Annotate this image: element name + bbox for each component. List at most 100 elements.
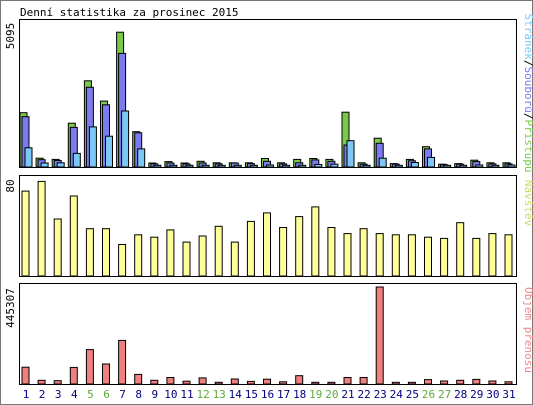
x-tick-label: 17 xyxy=(277,388,290,401)
hits-ylabel-sep2: / xyxy=(522,113,533,120)
visits-panel: 80 Návštěv xyxy=(4,175,533,277)
x-axis-day-labels: 1 2 3 4 5 6 7 8 9 10 11 12 13 14 15 16 17 18 19 20 21 22 23 24 2… xyxy=(23,388,516,401)
pages-bar xyxy=(394,164,403,168)
x-tick-label: 12 xyxy=(196,388,209,401)
pages-bar xyxy=(282,164,291,168)
x-tick-label: 31 xyxy=(502,388,515,401)
kbytes-bar xyxy=(311,381,320,385)
x-tick-label: 2 xyxy=(39,388,46,401)
kbytes-bars xyxy=(21,286,513,385)
visits-bars xyxy=(21,180,513,277)
visits-bar xyxy=(327,227,336,277)
kbytes-bar xyxy=(118,339,127,385)
pages-bar xyxy=(105,135,113,168)
pages-bar xyxy=(378,157,387,168)
visits-bar xyxy=(214,225,223,277)
x-tick-label: 11 xyxy=(180,388,193,401)
pages-bar xyxy=(362,164,371,168)
pages-bar xyxy=(410,162,419,168)
visits-bar xyxy=(102,228,110,277)
x-tick-label: 19 xyxy=(309,388,322,401)
pages-bar xyxy=(88,126,97,168)
kbytes-bar xyxy=(85,349,94,385)
kbytes-bar xyxy=(456,379,465,385)
x-tick-label: 3 xyxy=(55,388,62,401)
chart-title: Denní statistika za prosinec 2015 xyxy=(20,6,239,19)
hits-ylabel-sep1: / xyxy=(522,60,533,67)
hits-ylabel: Stránek/Souborů/Přístupů xyxy=(522,14,533,173)
pages-bar xyxy=(40,162,49,168)
pages-bar xyxy=(314,164,323,168)
visits-bar xyxy=(53,218,62,277)
x-tick-label: 27 xyxy=(438,388,451,401)
hits-ylabel-files: Souborů xyxy=(522,67,533,113)
pages-bar xyxy=(298,164,307,168)
x-tick-label: 9 xyxy=(151,388,158,401)
kbytes-bar xyxy=(279,381,288,385)
x-tick-label: 23 xyxy=(374,388,387,401)
kbytes-bar xyxy=(246,380,255,385)
kbytes-bar xyxy=(375,286,384,385)
kbytes-bar xyxy=(182,380,191,385)
kbytes-bar xyxy=(263,378,271,385)
hits-ylabel-pages: Stránek xyxy=(522,14,533,61)
kbytes-bar xyxy=(166,377,175,385)
kbytes-bar xyxy=(472,378,481,385)
visits-ylabel: Návštěv xyxy=(522,180,533,227)
pages-bar xyxy=(217,164,226,168)
x-tick-label: 22 xyxy=(357,388,370,401)
kbytes-bar xyxy=(37,379,46,385)
hits-panel: 5095 Stránek/Souborů/Přístupů xyxy=(4,14,533,173)
pages-bar xyxy=(169,164,178,168)
x-tick-label: 16 xyxy=(261,388,274,401)
x-tick-label: 13 xyxy=(213,388,226,401)
visits-bar xyxy=(69,195,78,277)
x-tick-label: 21 xyxy=(341,388,354,401)
visits-bar xyxy=(440,237,449,277)
visits-bar xyxy=(37,180,46,277)
x-tick-label: 20 xyxy=(325,388,338,401)
x-tick-label: 4 xyxy=(71,388,78,401)
hits-bars xyxy=(19,31,516,168)
kbytes-bar xyxy=(504,381,513,385)
pages-bar xyxy=(201,164,210,168)
pages-bar xyxy=(491,164,500,168)
visits-bar xyxy=(118,244,127,277)
pages-bar xyxy=(330,163,339,168)
visits-bar xyxy=(504,234,513,277)
visits-bar xyxy=(375,233,384,277)
kbytes-bar xyxy=(69,366,78,385)
kbytes-bar xyxy=(230,378,239,385)
visits-bar xyxy=(246,220,255,277)
pages-bar xyxy=(185,164,194,168)
pages-bar xyxy=(459,164,468,168)
kbytes-bar xyxy=(424,379,432,385)
pages-bar xyxy=(475,164,484,168)
pages-bar xyxy=(249,164,258,168)
kbytes-panel-frame xyxy=(19,283,517,385)
pages-bar xyxy=(266,164,274,168)
pages-bar xyxy=(121,110,130,168)
visits-bar xyxy=(134,234,143,277)
pages-bar xyxy=(346,140,355,168)
pages-bar xyxy=(233,164,242,168)
kbytes-bar xyxy=(134,373,143,385)
pages-bar xyxy=(72,152,81,168)
visits-bar xyxy=(198,235,207,277)
x-tick-label: 15 xyxy=(245,388,258,401)
x-tick-label: 5 xyxy=(87,388,94,401)
kbytes-bar xyxy=(295,375,304,385)
pages-bar xyxy=(24,147,33,168)
kbytes-bar xyxy=(440,380,449,385)
hits-ymax-label: 5095 xyxy=(4,23,17,50)
visits-bar xyxy=(343,233,352,277)
x-tick-label: 29 xyxy=(470,388,483,401)
x-tick-label: 14 xyxy=(229,388,243,401)
pages-bar xyxy=(153,164,162,168)
pages-bar xyxy=(443,164,452,168)
kbytes-bar xyxy=(359,377,368,385)
visits-bar xyxy=(456,222,465,277)
visits-bar xyxy=(424,236,432,277)
visits-bar xyxy=(359,228,368,277)
